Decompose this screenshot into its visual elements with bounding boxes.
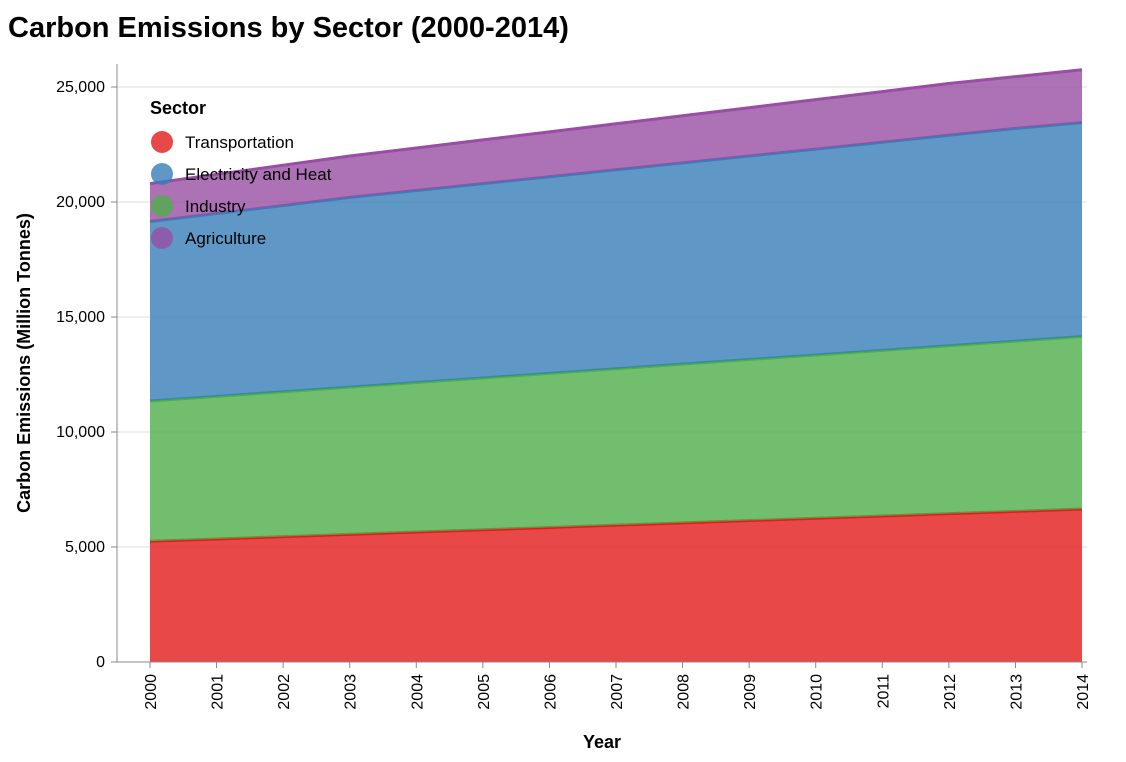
x-tick-label: 2008: [676, 674, 693, 710]
legend-label-industry: Industry: [185, 197, 246, 216]
chart-title: Carbon Emissions by Sector (2000-2014): [8, 12, 569, 44]
x-tick-label: 2005: [476, 674, 493, 710]
legend-swatch-agriculture: [151, 227, 173, 249]
y-tick-label: 25,000: [56, 79, 105, 96]
x-tick-label: 2014: [1075, 674, 1092, 710]
legend-swatch-industry: [151, 195, 173, 217]
y-tick-label: 15,000: [56, 309, 105, 326]
x-tick-label: 2001: [210, 674, 227, 710]
legend: Sector Transportation Electricity and Hea…: [150, 98, 332, 249]
legend-swatch-transportation: [151, 131, 173, 153]
x-axis-title: Year: [583, 732, 621, 752]
line-agriculture: [149, 68, 1083, 186]
x-tick-label: 2006: [542, 674, 559, 710]
x-tick-label: 2000: [143, 674, 160, 710]
legend-title: Sector: [150, 98, 206, 118]
area-electricity-and-heat: [150, 122, 1082, 401]
x-tick-label: 2012: [942, 674, 959, 710]
area-agriculture: [150, 69, 1082, 222]
x-tick-label: 2004: [409, 674, 426, 710]
x-tick-label: 2013: [1008, 674, 1025, 710]
area-layers: [149, 68, 1083, 662]
x-tick-label: 2011: [875, 674, 892, 709]
legend-label-agriculture: Agriculture: [185, 229, 266, 248]
legend-label-electricity-and-heat: Electricity and Heat: [185, 165, 332, 184]
y-tick-label: 20,000: [56, 194, 105, 211]
x-tick-label: 2010: [809, 674, 826, 710]
y-tick-label: 5,000: [65, 539, 105, 556]
x-tick-label: 2003: [343, 674, 360, 710]
x-tick-label: 2002: [276, 674, 293, 710]
axes: 0 5,000 10,000 15,000 20,000 25,000 2000 2001 20…: [56, 64, 1092, 710]
x-tick-label: 2007: [609, 674, 626, 710]
y-axis-title: Carbon Emissions (Million Tonnes): [14, 213, 34, 513]
y-tick-label: 10,000: [56, 424, 105, 441]
area-transportation: [150, 509, 1082, 662]
legend-label-transportation: Transportation: [185, 133, 294, 152]
legend-swatch-electricity-and-heat: [151, 163, 173, 185]
area-industry: [150, 336, 1082, 542]
y-tick-label: 0: [96, 654, 105, 671]
x-tick-label: 2009: [742, 674, 759, 710]
